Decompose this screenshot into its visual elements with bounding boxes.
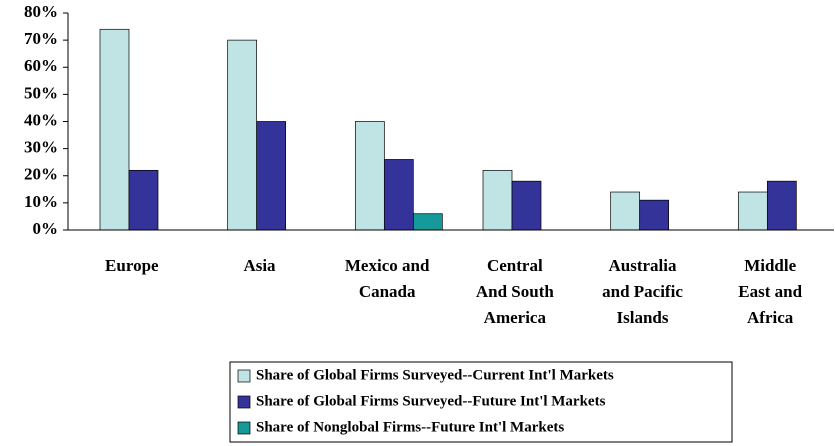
y-tick-label: 50% bbox=[24, 83, 58, 102]
x-tick-label: Australia and Pacific Islands bbox=[602, 256, 683, 327]
x-tick-line: Africa bbox=[747, 308, 794, 327]
y-tick-label: 40% bbox=[24, 110, 58, 129]
legend-swatch bbox=[237, 395, 251, 409]
x-tick-label: Mexico and Canada bbox=[345, 256, 430, 301]
y-tick-label: 60% bbox=[24, 56, 58, 75]
x-tick-line: Canada bbox=[359, 282, 416, 301]
bar bbox=[766, 180, 797, 231]
x-tick-line: and Pacific bbox=[602, 282, 683, 301]
bar bbox=[383, 159, 414, 231]
bar bbox=[227, 39, 258, 231]
x-tick-line: America bbox=[484, 308, 547, 327]
y-tick-label: 70% bbox=[24, 29, 58, 48]
legend-label: Share of Nonglobal Firms--Future Int'l M… bbox=[256, 419, 564, 435]
bar bbox=[511, 180, 542, 231]
bar bbox=[639, 199, 670, 231]
bar bbox=[412, 213, 443, 231]
x-tick-line: Central bbox=[487, 256, 543, 275]
y-tick-label: 0% bbox=[33, 219, 59, 238]
y-tick-label: 30% bbox=[24, 138, 58, 157]
bar bbox=[256, 121, 287, 231]
y-tick-label: 80% bbox=[24, 2, 58, 21]
bar bbox=[737, 191, 768, 231]
x-tick-line: Mexico and bbox=[345, 256, 430, 275]
x-tick-label: Middle East and Africa bbox=[738, 256, 802, 327]
x-tick-line: Asia bbox=[243, 256, 276, 275]
x-tick-label: Europe bbox=[105, 256, 159, 275]
legend-swatch bbox=[237, 421, 251, 435]
y-tick-label: 10% bbox=[24, 192, 58, 211]
y-tick-label: 20% bbox=[24, 165, 58, 184]
x-tick-line: Europe bbox=[105, 256, 159, 275]
x-tick-line: Islands bbox=[617, 308, 669, 327]
x-tick-label: Asia bbox=[243, 256, 276, 275]
x-tick-line: And South bbox=[476, 282, 555, 301]
x-tick-label: Central And South America bbox=[476, 256, 555, 327]
x-tick-line: East and bbox=[738, 282, 802, 301]
x-tick-line: Australia bbox=[609, 256, 678, 275]
bar bbox=[610, 191, 641, 231]
bar bbox=[128, 169, 159, 231]
legend-label: Share of Global Firms Surveyed--Current … bbox=[256, 367, 614, 383]
legend-box bbox=[229, 361, 733, 443]
legend-label: Share of Global Firms Surveyed--Future I… bbox=[256, 393, 606, 409]
bar bbox=[354, 121, 385, 231]
bar bbox=[482, 169, 513, 231]
legend-swatch bbox=[237, 369, 251, 383]
bar bbox=[99, 28, 130, 231]
x-tick-line: Middle bbox=[744, 256, 796, 275]
